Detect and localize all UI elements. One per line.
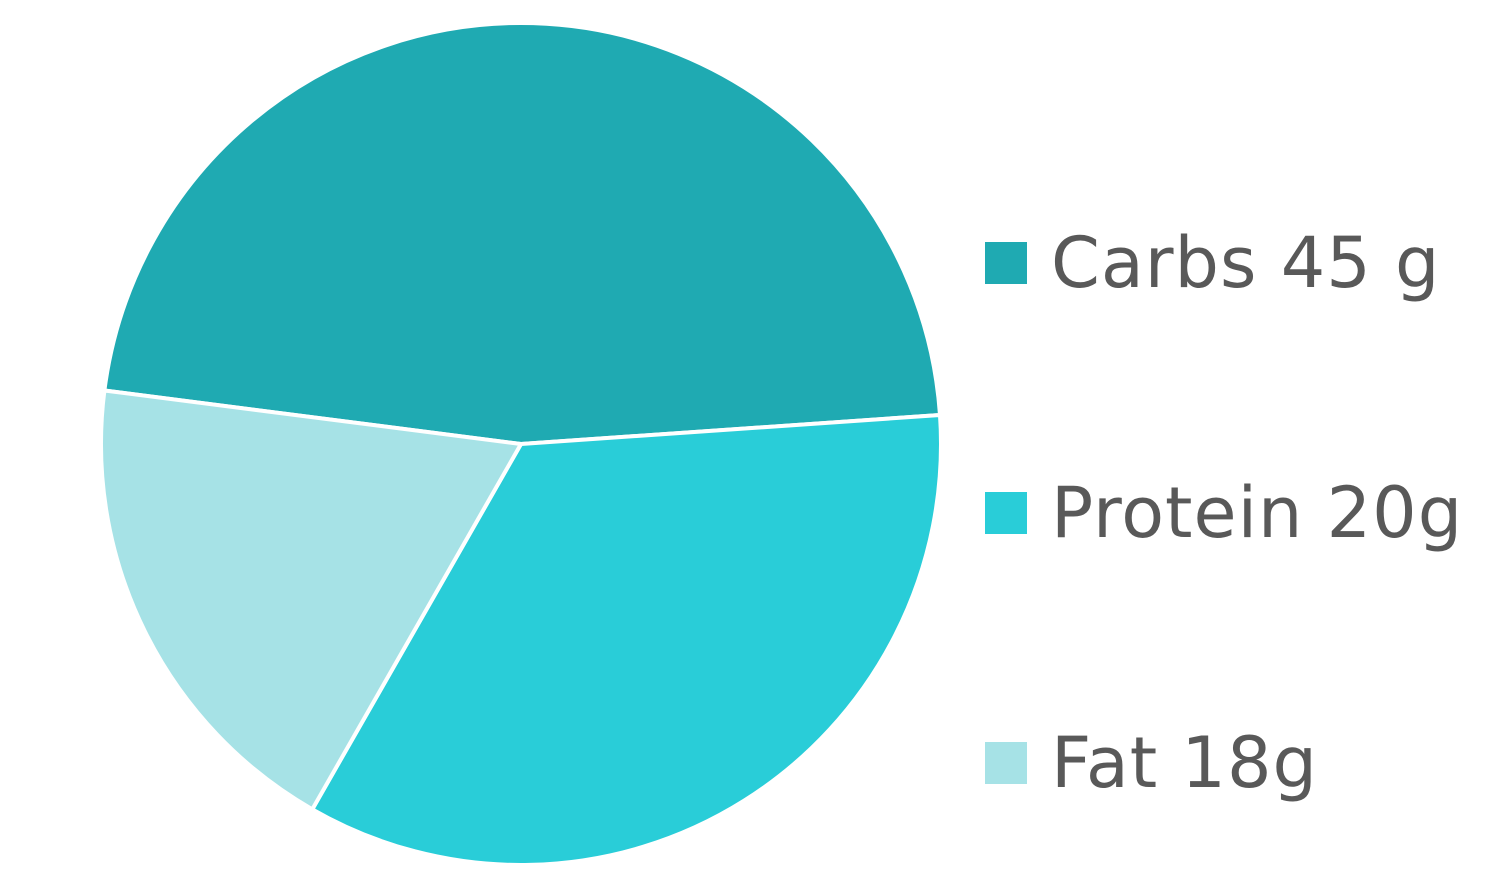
pie-slice-fat <box>99 388 523 812</box>
legend-swatch-carbs <box>985 242 1027 284</box>
legend-label-fat: Fat 18g <box>1051 722 1318 804</box>
legend-item-fat: Fat 18g <box>985 718 1318 808</box>
legend-item-carbs: Carbs 45 g <box>985 218 1440 308</box>
legend-label-protein: Protein 20g <box>1051 472 1464 554</box>
legend-swatch-protein <box>985 492 1027 534</box>
legend-item-protein: Protein 20g <box>985 468 1463 558</box>
legend-label-carbs: Carbs 45 g <box>1051 222 1441 304</box>
legend-swatch-fat <box>985 742 1027 784</box>
pie-slice-protein <box>310 413 943 867</box>
pie-slice-carbs <box>102 21 942 446</box>
